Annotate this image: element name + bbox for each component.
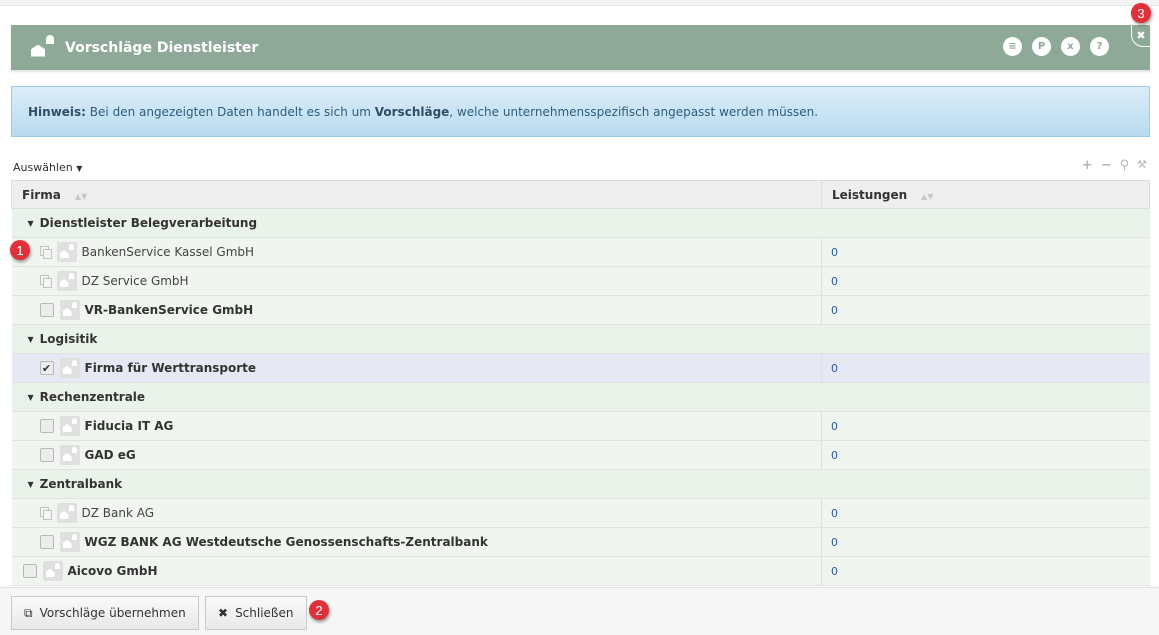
column-header-firma[interactable]: Firma ▲▼ — [11, 180, 822, 209]
excel-icon[interactable]: x — [1061, 37, 1080, 56]
group-row[interactable]: ▼ Zentralbank — [11, 469, 1150, 499]
row-checkbox[interactable] — [39, 535, 54, 549]
table-row[interactable]: Fiducia IT AG 0 — [11, 411, 1150, 441]
table-row[interactable]: BankenService Kassel GmbH 0 — [11, 237, 1150, 267]
company-icon — [56, 242, 77, 262]
group-row[interactable]: ▼ Dienstleister Belegverarbeitung — [11, 208, 1150, 238]
add-icon[interactable]: + — [1081, 158, 1093, 173]
row-checkbox[interactable] — [39, 419, 54, 433]
company-name: DZ Service GmbH — [81, 274, 189, 288]
table-row[interactable]: DZ Bank AG 0 — [11, 498, 1150, 528]
company-icon — [59, 416, 80, 436]
expand-caret-icon[interactable]: ▼ — [27, 392, 34, 402]
table-row[interactable]: GAD eG 0 — [11, 440, 1150, 470]
table-row[interactable]: DZ Service GmbH 0 — [11, 266, 1150, 296]
leistungen-value[interactable]: 0 — [821, 556, 1150, 586]
hint-label: Hinweis: — [28, 104, 86, 119]
group-label: Logisitik — [39, 332, 98, 346]
company-icon — [31, 34, 57, 61]
expand-caret-icon[interactable]: ▼ — [27, 479, 34, 489]
dialog-title: Vorschläge Dienstleister — [65, 39, 259, 56]
select-label: Auswählen — [13, 161, 73, 174]
hint-bold: Vorschläge — [374, 104, 450, 119]
hint-text-end: , welche unternehmensspezifisch angepass… — [449, 104, 819, 119]
expand-caret-icon[interactable]: ▼ — [27, 334, 34, 344]
search-icon[interactable]: ⚲ — [1119, 158, 1130, 173]
group-label: Rechenzentrale — [39, 390, 146, 404]
table-row[interactable]: VR-BankenService GmbH 0 — [11, 295, 1150, 325]
wrench-icon[interactable]: ⚒ — [1137, 158, 1147, 171]
company-icon — [59, 358, 80, 378]
row-checkbox[interactable] — [22, 564, 37, 578]
hint-text: Bei den angezeigten Daten handelt es sic… — [85, 104, 375, 119]
company-icon — [56, 271, 77, 291]
leistungen-value[interactable]: 0 — [821, 498, 1150, 528]
group-row[interactable]: ▼ Logisitik — [11, 324, 1150, 354]
close-icon[interactable]: ✖ — [1131, 25, 1150, 47]
pdf-icon[interactable]: P — [1032, 37, 1051, 56]
list-icon[interactable]: ≡ — [1003, 37, 1022, 56]
apply-suggestions-button[interactable]: ⧉ Vorschläge übernehmen — [11, 596, 199, 630]
remove-icon[interactable]: − — [1100, 158, 1112, 173]
row-checkbox[interactable]: ✔ — [39, 361, 54, 375]
company-name: Fiducia IT AG — [84, 419, 174, 433]
copy-icon — [39, 246, 52, 259]
column-header-leistungen[interactable]: Leistungen ▲▼ — [821, 180, 1150, 209]
company-name: Aicovo GmbH — [67, 564, 158, 578]
leistungen-value[interactable]: 0 — [821, 527, 1150, 557]
company-icon — [42, 561, 63, 581]
group-label: Zentralbank — [39, 477, 123, 491]
caret-down-icon: ▼ — [76, 164, 83, 173]
row-checkbox[interactable] — [39, 303, 54, 317]
sort-icon: ▲▼ — [74, 191, 88, 201]
dialog-footer: ⧉ Vorschläge übernehmen ✖ Schließen — [0, 587, 1159, 635]
copy-icon — [39, 507, 52, 520]
leistungen-value[interactable]: 0 — [821, 237, 1150, 267]
company-name: DZ Bank AG — [81, 506, 155, 520]
close-icon: ✖ — [218, 606, 229, 620]
leistungen-value[interactable]: 0 — [821, 440, 1150, 470]
company-icon — [59, 300, 80, 320]
company-name: BankenService Kassel GmbH — [81, 245, 255, 259]
callout-badge-2: 2 — [309, 600, 329, 620]
table-row[interactable]: Aicovo GmbH 0 — [11, 556, 1150, 586]
company-name: VR-BankenService GmbH — [84, 303, 254, 317]
leistungen-value[interactable]: 0 — [821, 411, 1150, 441]
leistungen-value[interactable]: 0 — [821, 266, 1150, 296]
copy-icon — [39, 275, 52, 288]
hint-box: Hinweis: Bei den angezeigten Daten hande… — [11, 86, 1150, 137]
table-row[interactable]: WGZ BANK AG Westdeutsche Genossenschafts… — [11, 527, 1150, 557]
table-row[interactable]: ✔ Firma für Werttransporte 0 — [11, 353, 1150, 383]
company-icon — [59, 445, 80, 465]
select-dropdown[interactable]: Auswählen ▼ — [13, 161, 82, 174]
group-row[interactable]: ▼ Rechenzentrale — [11, 382, 1150, 412]
copy-icon: ⧉ — [24, 605, 33, 620]
group-label: Dienstleister Belegverarbeitung — [39, 216, 258, 230]
leistungen-value[interactable]: 0 — [821, 353, 1150, 383]
close-button[interactable]: ✖ Schließen — [205, 596, 307, 630]
callout-badge-1: 1 — [10, 240, 30, 260]
row-checkbox[interactable] — [39, 448, 54, 462]
company-name: WGZ BANK AG Westdeutsche Genossenschafts… — [84, 535, 488, 549]
company-name: GAD eG — [84, 448, 136, 462]
company-icon — [59, 532, 80, 552]
help-icon[interactable]: ? — [1090, 37, 1109, 56]
top-bar — [0, 0, 1159, 6]
company-table: Firma ▲▼ Leistungen ▲▼ ▼ Dienstleister Bele… — [11, 180, 1150, 586]
company-icon — [56, 503, 77, 523]
company-name: Firma für Werttransporte — [84, 361, 257, 375]
sort-icon: ▲▼ — [921, 191, 934, 201]
expand-caret-icon[interactable]: ▼ — [27, 218, 34, 228]
leistungen-value[interactable]: 0 — [821, 295, 1150, 325]
callout-badge-3: 3 — [1131, 3, 1151, 23]
